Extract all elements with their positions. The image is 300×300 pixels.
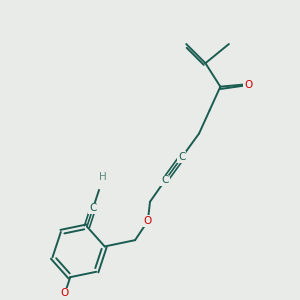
Bar (142, 217, 153, 225)
Bar (98, 173, 109, 181)
Bar (177, 153, 187, 161)
Bar (243, 80, 254, 89)
Text: C: C (178, 152, 186, 162)
Bar (60, 289, 70, 298)
Text: O: O (61, 288, 69, 298)
Text: O: O (244, 80, 252, 89)
Text: C: C (89, 203, 97, 213)
Text: O: O (144, 216, 152, 226)
Text: H: H (99, 172, 107, 182)
Text: C: C (161, 176, 169, 185)
Bar (160, 177, 170, 184)
Bar (88, 205, 98, 212)
